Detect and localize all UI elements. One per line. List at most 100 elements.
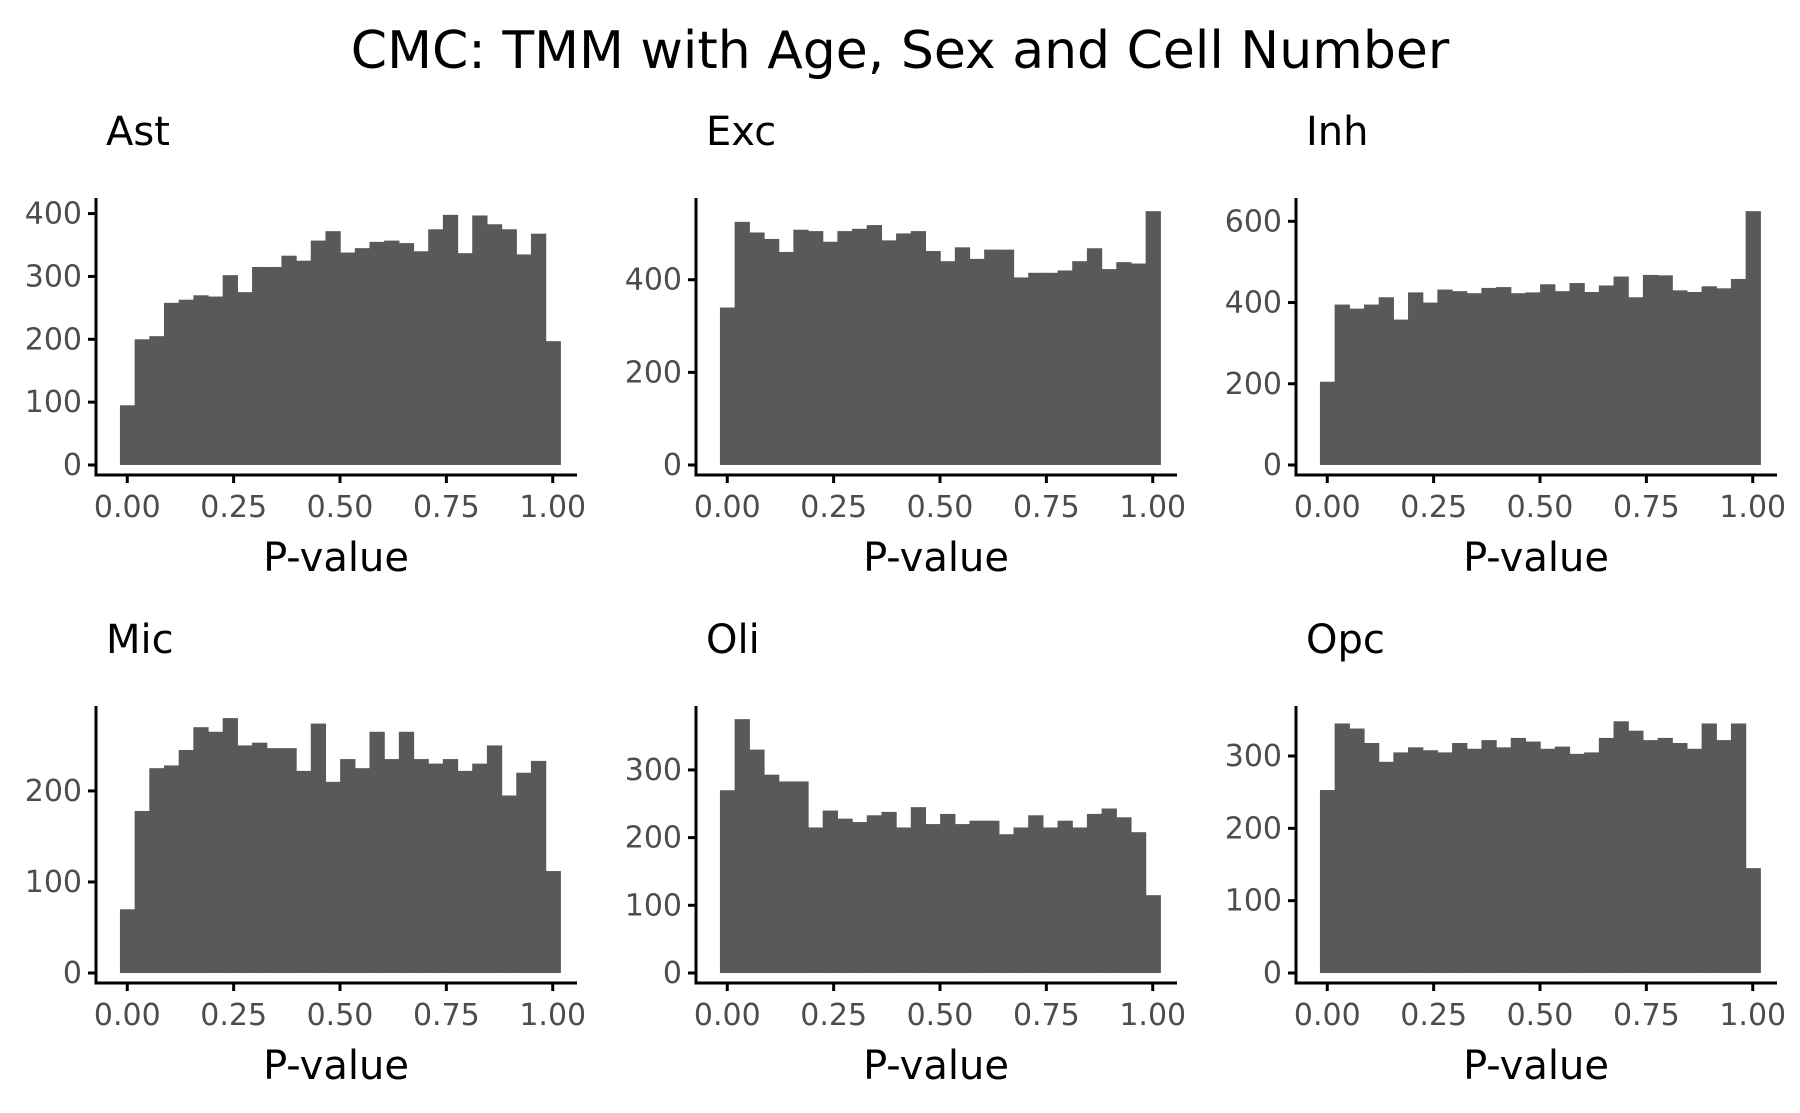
y-tick-label: 200: [25, 774, 82, 809]
bar: [1701, 723, 1717, 973]
bar: [178, 299, 194, 465]
bar: [1540, 284, 1556, 465]
bar: [340, 759, 356, 973]
bar: [808, 827, 824, 973]
y-tick-label: 300: [1225, 739, 1282, 774]
bar: [1716, 740, 1732, 973]
bar: [763, 774, 780, 973]
bar: [1628, 297, 1644, 465]
bar: [1686, 748, 1703, 973]
x-tick-label: 0.00: [1294, 490, 1361, 525]
x-axis-label: P-value: [863, 1043, 1009, 1089]
y-tick-label: 0: [63, 956, 82, 991]
x-tick-label: 1.00: [519, 490, 586, 525]
bar: [778, 781, 794, 973]
bar: [852, 822, 868, 973]
bar: [749, 749, 765, 973]
bar: [778, 251, 794, 465]
y-tick-label: 600: [1225, 204, 1282, 239]
bar: [178, 749, 194, 973]
y-tick-label: 200: [625, 821, 682, 856]
bar: [442, 759, 459, 973]
bar: [1525, 741, 1541, 973]
bar: [1393, 319, 1409, 465]
x-tick-label: 1.00: [1719, 998, 1786, 1033]
bar: [163, 302, 180, 465]
bar: [998, 834, 1015, 973]
bar: [208, 731, 224, 973]
x-tick-label: 0.50: [907, 998, 974, 1033]
x-tick-label: 0.75: [1613, 490, 1680, 525]
y-tick-label: 300: [625, 753, 682, 788]
bar: [1130, 263, 1147, 465]
x-tick-label: 0.75: [1613, 998, 1680, 1033]
bar: [734, 719, 750, 973]
bar: [1349, 728, 1365, 973]
bar: [1672, 290, 1688, 465]
bar: [1496, 287, 1512, 465]
panel-oli: Oli 0 100 200 300 0.00 0.25 0.50 0.75 1.00 P-value: [625, 617, 1186, 1089]
y-tick-label: 400: [625, 263, 682, 298]
bar: [281, 748, 297, 973]
figure-title: CMC: TMM with Age, Sex and Cell Number: [351, 21, 1450, 81]
bar: [1466, 748, 1483, 973]
bar: [1363, 742, 1380, 973]
bar: [1028, 815, 1044, 973]
bar: [119, 405, 136, 465]
y-tick-label: 400: [25, 197, 82, 232]
x-tick-label: 0.25: [800, 490, 867, 525]
bar: [413, 251, 429, 465]
x-tick-label: 0.25: [1400, 490, 1467, 525]
panel-mic: Mic 0 100 200 0.00 0.25 0.50 0.75 1.00 P-value: [25, 617, 586, 1089]
x-tick-label: 1.00: [519, 998, 586, 1033]
bar: [222, 275, 238, 465]
bar: [1496, 747, 1512, 973]
bar: [910, 231, 927, 465]
bar: [369, 731, 385, 973]
bar: [384, 759, 400, 973]
x-axis-label: P-value: [1463, 1043, 1609, 1089]
x-tick-label: 0.00: [694, 490, 761, 525]
bar: [119, 909, 136, 973]
bar: [837, 818, 853, 973]
bar: [472, 763, 488, 973]
bar: [1319, 381, 1336, 465]
bar: [1408, 292, 1424, 465]
bar: [1730, 278, 1747, 465]
bar: [954, 247, 971, 465]
bar: [1145, 895, 1161, 973]
bar: [325, 231, 341, 465]
bar: [163, 765, 180, 973]
bar: [1657, 737, 1673, 973]
bar: [1408, 747, 1424, 973]
bar: [896, 233, 912, 465]
bar: [193, 727, 209, 973]
bar: [1716, 288, 1732, 465]
bar: [1481, 287, 1497, 465]
bar: [1101, 808, 1117, 973]
x-tick-label: 0.50: [1507, 998, 1574, 1033]
bar: [545, 341, 561, 465]
x-tick-label: 0.00: [94, 490, 161, 525]
panel-title-exc: Exc: [706, 109, 776, 155]
bar: [1072, 261, 1088, 465]
bar: [545, 871, 561, 973]
y-tick-label: 0: [1263, 956, 1282, 991]
bar: [1013, 277, 1029, 465]
bar: [340, 252, 356, 465]
bar: [1130, 832, 1147, 973]
bar: [1657, 275, 1673, 465]
bar: [925, 824, 941, 973]
x-tick-label: 1.00: [1119, 490, 1186, 525]
x-tick-label: 0.00: [694, 998, 761, 1033]
bar: [398, 243, 415, 465]
bar: [501, 229, 517, 465]
bar: [1363, 304, 1380, 465]
bar: [808, 231, 824, 465]
bar: [940, 261, 956, 465]
bar: [237, 292, 253, 465]
bar: [998, 249, 1015, 465]
bar: [1686, 291, 1703, 465]
bar: [252, 742, 268, 973]
bar: [881, 240, 897, 465]
